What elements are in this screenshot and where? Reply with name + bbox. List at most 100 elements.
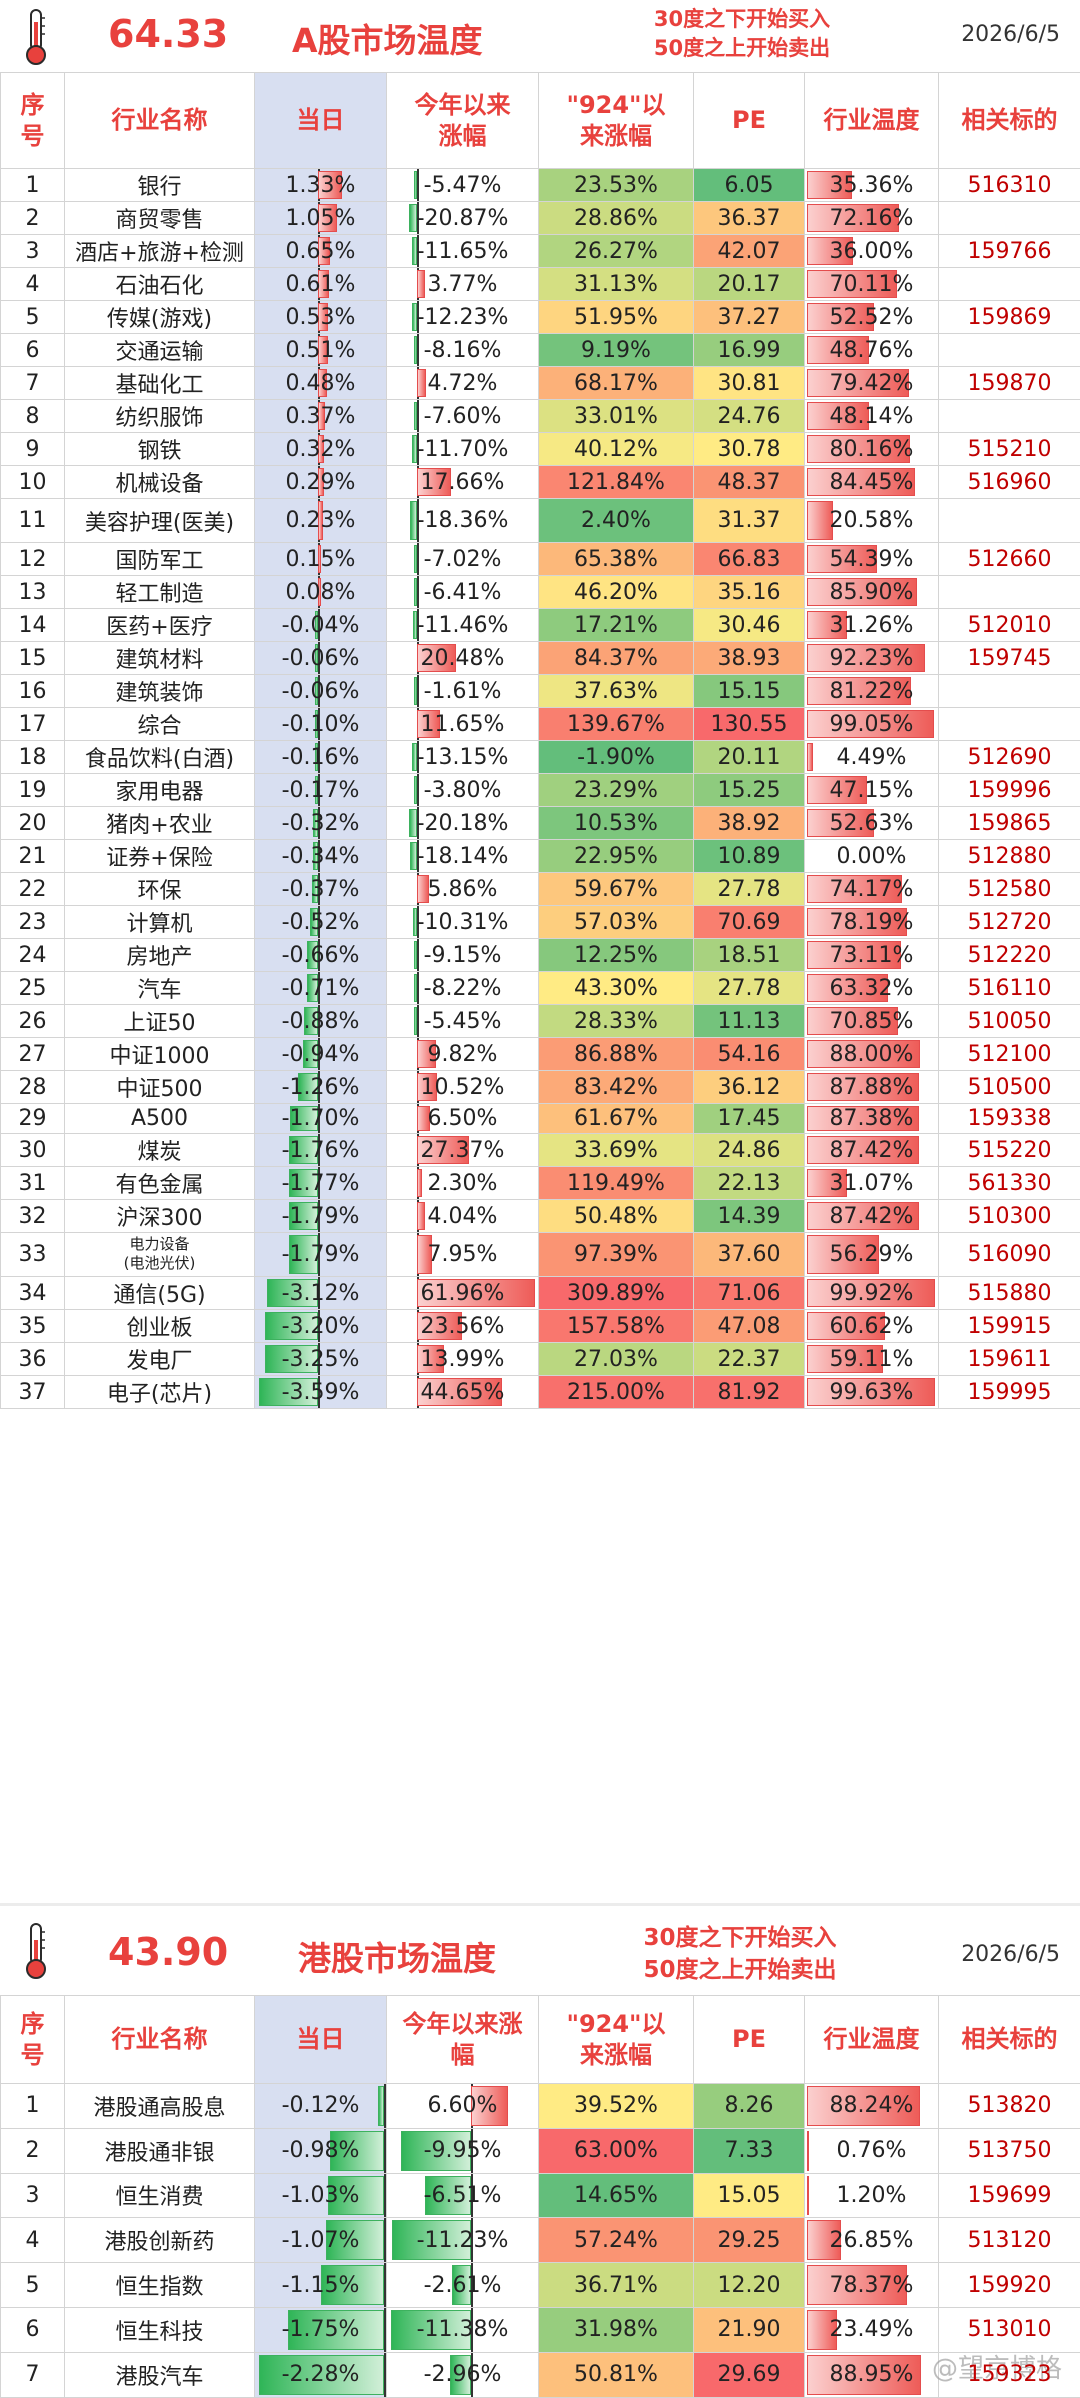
row-since924-value: 59.67% [574, 877, 658, 902]
row-industry-temp: 4.49% [805, 741, 939, 774]
ytd-change-bar [414, 402, 417, 430]
row-name-value: 电力设备 (电池光伏) [124, 1235, 196, 1273]
row-industry-temp: 87.38% [805, 1104, 939, 1134]
row-ytd-change: -9.15% [387, 939, 539, 972]
a-share-title-row: 64.33 A股市场温度 30度之下开始买入 50度之上开始卖出 2026/6/… [0, 0, 1080, 73]
row-related-code-value: 561330 [968, 1171, 1052, 1196]
row-related-code-value: 513120 [968, 2228, 1052, 2253]
header-code: 相关标的 [939, 73, 1080, 169]
row-industry-temp: 72.16% [805, 202, 939, 235]
row-name-value: 中证1000 [110, 1044, 210, 1069]
row-index: 6 [1, 334, 65, 367]
a-share-header-row: 序号 行业名称 当日 今年以来涨幅 "924"以来涨幅 PE 行业温度 相关标的 [1, 73, 1080, 169]
row-name-value: 银行 [137, 175, 181, 200]
row-day-change: -2.28% [255, 2352, 387, 2397]
row-industry-temp-value: 87.42% [830, 1204, 914, 1229]
row-ytd-change-value: -11.46% [417, 613, 509, 638]
a-share-rule-buy: 30度之下开始买入 [632, 5, 852, 34]
row-pe: 20.17 [694, 268, 805, 301]
row-industry-temp-value: 79.42% [830, 371, 914, 396]
row-related-code-value: 515220 [968, 1138, 1052, 1163]
row-pe: 30.78 [694, 433, 805, 466]
row-industry-temp-value: 74.17% [830, 877, 914, 902]
row-since924-value: 97.39% [574, 1242, 658, 1267]
row-pe: 36.37 [694, 202, 805, 235]
row-name-value: 环保 [137, 879, 181, 904]
row-ytd-change: -11.65% [387, 235, 539, 268]
row-day-change: -1.79% [255, 1233, 387, 1277]
ytd-change-bar [414, 1007, 417, 1035]
row-since924-value: 68.17% [574, 371, 658, 396]
row-industry-temp-value: 48.14% [830, 404, 914, 429]
row-industry-temp-value: 88.95% [830, 2362, 914, 2387]
row-since924-value: 33.01% [574, 404, 658, 429]
row-pe: 37.60 [694, 1233, 805, 1277]
row-since924: 12.25% [539, 939, 694, 972]
row-index: 1 [1, 169, 65, 202]
row-related-code: 510050 [939, 1005, 1080, 1038]
row-day-change-value: -0.16% [282, 745, 360, 770]
row-since924-value: 23.53% [574, 173, 658, 198]
row-name: 综合 [65, 708, 255, 741]
row-ytd-change: -13.15% [387, 741, 539, 774]
row-since924: 17.21% [539, 609, 694, 642]
row-index-value: 4 [26, 272, 40, 297]
row-index: 16 [1, 675, 65, 708]
header-ytd: 今年以来涨幅 [387, 73, 539, 169]
row-name-value: 中证500 [117, 1077, 203, 1102]
row-day-change: -0.10% [255, 708, 387, 741]
row-pe-value: 81.92 [718, 1380, 781, 1405]
row-index: 30 [1, 1134, 65, 1167]
row-ytd-change-value: -20.87% [417, 206, 509, 231]
row-related-code: 516310 [939, 169, 1080, 202]
row-since924-value: 14.65% [574, 2183, 658, 2208]
row-pe: 24.86 [694, 1134, 805, 1167]
row-related-code: 512660 [939, 543, 1080, 576]
row-day-change-value: -1.26% [282, 1075, 360, 1100]
row-index-value: 7 [26, 2362, 40, 2387]
row-day-change: -0.71% [255, 972, 387, 1005]
row-pe-value: 16.99 [718, 338, 781, 363]
row-since924-value: -1.90% [577, 745, 655, 770]
row-index-value: 9 [26, 437, 40, 462]
row-name-value: 沪深300 [117, 1206, 203, 1231]
row-day-change-value: 0.15% [286, 547, 356, 572]
row-industry-temp: 99.05% [805, 708, 939, 741]
row-industry-temp: 54.39% [805, 543, 939, 576]
row-name-value: 综合 [137, 714, 181, 739]
row-name: 房地产 [65, 939, 255, 972]
row-day-change: -0.52% [255, 906, 387, 939]
row-since924: 31.98% [539, 2307, 694, 2352]
row-since924: 9.19% [539, 334, 694, 367]
row-ytd-change-value: -11.70% [417, 437, 509, 462]
hk-share-rule-buy: 30度之下开始买入 [620, 1922, 860, 1954]
row-related-code: 516090 [939, 1233, 1080, 1277]
row-day-change-value: 0.65% [286, 239, 356, 264]
ytd-change-bar [414, 941, 418, 969]
row-name-value: 港股通非银 [104, 2141, 214, 2166]
row-since924: 2.40% [539, 499, 694, 543]
row-pe-value: 24.76 [718, 404, 781, 429]
row-day-change-value: 0.37% [286, 404, 356, 429]
row-since924: 63.00% [539, 2128, 694, 2173]
row-ytd-change-value: -6.51% [424, 2183, 502, 2208]
row-since924: 28.86% [539, 202, 694, 235]
row-day-change-value: -0.32% [282, 811, 360, 836]
row-since924-value: 86.88% [574, 1042, 658, 1067]
row-pe-value: 20.11 [718, 745, 781, 770]
row-day-change: 0.32% [255, 433, 387, 466]
row-since924: 57.24% [539, 2218, 694, 2263]
row-industry-temp-value: 88.24% [830, 2093, 914, 2118]
row-industry-temp: 31.07% [805, 1167, 939, 1200]
row-industry-temp-value: 60.62% [830, 1314, 914, 1339]
row-day-change-value: 0.29% [286, 470, 356, 495]
row-since924-value: 12.25% [574, 943, 658, 968]
row-ytd-change-value: -3.80% [424, 778, 502, 803]
